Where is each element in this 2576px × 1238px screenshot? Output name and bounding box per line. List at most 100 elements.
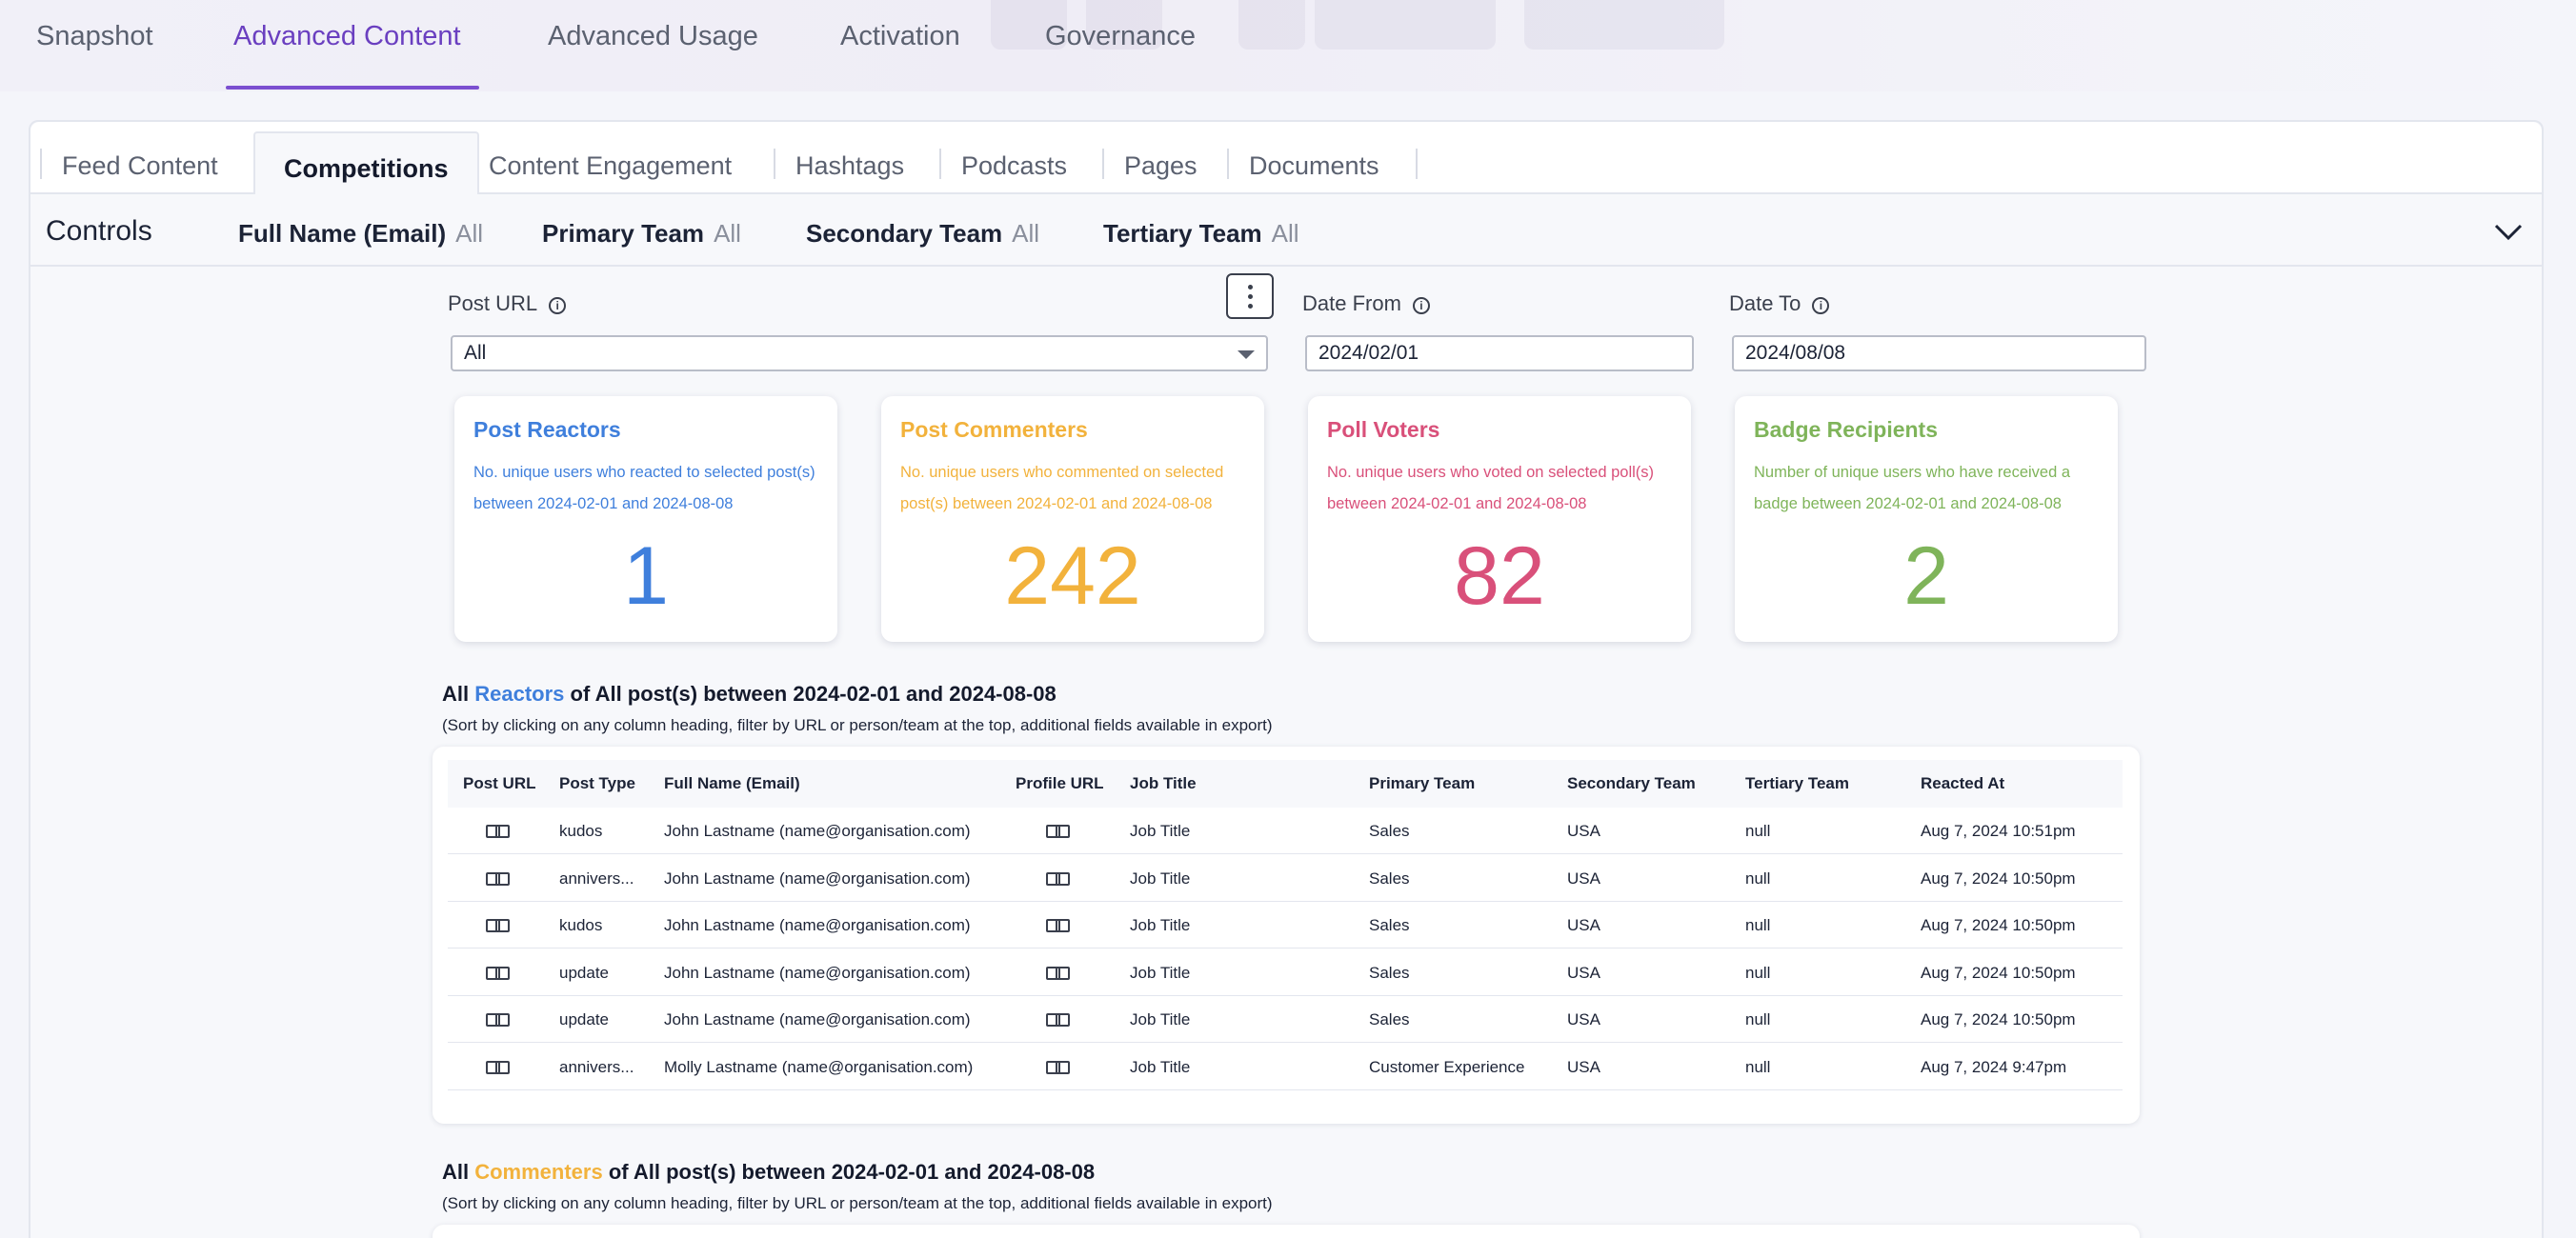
tab-divider [1227, 149, 1229, 179]
profile-link-icon[interactable] [1046, 966, 1070, 980]
subtab-competitions[interactable]: Competitions [253, 131, 479, 196]
subtab-feed-content[interactable]: Feed Content [62, 151, 218, 180]
post-url-select[interactable]: All [451, 335, 1268, 371]
commenters-section-subtitle: (Sort by clicking on any column heading,… [442, 1194, 1273, 1212]
control-tertiary-team[interactable]: Tertiary Team All [1103, 219, 1299, 249]
cell-full-name: Molly Lastname (name@organisation.com) [664, 1057, 974, 1076]
cell-secondary-team: USA [1567, 1010, 1600, 1028]
column-header-post-url[interactable]: Post URL [463, 774, 536, 792]
cell-job-title: Job Title [1130, 963, 1191, 982]
banner-decoration [1086, 0, 1162, 50]
control-secondary-team[interactable]: Secondary Team All [806, 219, 1039, 249]
post-link-icon[interactable] [486, 966, 510, 980]
reactors-table: Post URL Post Type Full Name (Email) Pro… [433, 747, 2140, 1124]
controls-title: Controls [46, 215, 152, 247]
sub-tabs: Feed Content Competitions Content Engage… [30, 122, 2542, 196]
control-primary-team[interactable]: Primary Team All [542, 219, 741, 249]
subtab-content-engagement[interactable]: Content Engagement [489, 151, 733, 180]
cell-job-title: Job Title [1130, 869, 1191, 888]
cell-primary-team: Sales [1369, 963, 1410, 982]
post-link-icon[interactable] [486, 1060, 510, 1074]
tab-divider [774, 149, 775, 179]
column-header-primary-team[interactable]: Primary Team [1369, 774, 1476, 792]
column-header-profile-url[interactable]: Profile URL [1016, 774, 1104, 792]
nav-tab-activation[interactable]: Activation [840, 21, 960, 51]
control-value: All [1012, 219, 1040, 248]
post-link-icon[interactable] [486, 1013, 510, 1027]
card-badge-recipients: Badge Recipients Number of unique users … [1735, 396, 2118, 642]
profile-link-icon[interactable] [1046, 919, 1070, 932]
control-full-name[interactable]: Full Name (Email) All [238, 219, 483, 249]
subtab-hashtags[interactable]: Hashtags [795, 151, 905, 180]
column-header-reacted-at[interactable]: Reacted At [1921, 774, 2005, 792]
post-url-label: Post URL i [448, 291, 567, 316]
column-header-post-type[interactable]: Post Type [559, 774, 635, 792]
profile-link-icon[interactable] [1046, 1013, 1070, 1027]
tab-divider [1416, 149, 1418, 179]
chevron-down-icon[interactable] [2492, 215, 2525, 248]
subtab-pages[interactable]: Pages [1124, 151, 1197, 180]
date-to-label: Date To i [1729, 291, 1830, 316]
card-title: Badge Recipients [1754, 417, 1938, 442]
cell-full-name: John Lastname (name@organisation.com) [664, 963, 971, 982]
cell-primary-team: Sales [1369, 916, 1410, 934]
cell-full-name: John Lastname (name@organisation.com) [664, 869, 971, 888]
cell-post-type: kudos [559, 916, 603, 934]
subtab-podcasts[interactable]: Podcasts [961, 151, 1068, 180]
card-value: 1 [623, 530, 669, 622]
banner-decoration [991, 0, 1067, 50]
control-value: All [1271, 219, 1299, 248]
card-value: 242 [1004, 530, 1141, 622]
card-post-commenters: Post Commenters No. unique users who com… [881, 396, 1264, 642]
info-icon[interactable]: i [549, 297, 567, 314]
cell-job-title: Job Title [1130, 822, 1191, 840]
table-row: annivers... Molly Lastname (name@organisa… [448, 1044, 2123, 1090]
cell-post-type: update [559, 963, 609, 982]
card-description: No. unique users who voted on selected p… [1327, 464, 1655, 512]
nav-tab-governance[interactable]: Governance [1045, 21, 1196, 51]
info-icon[interactable]: i [1412, 297, 1430, 314]
cell-job-title: Job Title [1130, 1057, 1191, 1076]
cell-primary-team: Sales [1369, 822, 1410, 840]
column-header-job-title[interactable]: Job Title [1130, 774, 1197, 792]
profile-link-icon[interactable] [1046, 825, 1070, 838]
cell-reacted-at: Aug 7, 2024 10:50pm [1921, 1010, 2076, 1028]
table-row: kudos John Lastname (name@organisation.co… [448, 808, 2123, 854]
post-link-icon[interactable] [486, 825, 510, 838]
control-value: All [714, 219, 741, 248]
profile-link-icon[interactable] [1046, 871, 1070, 886]
cell-primary-team: Sales [1369, 869, 1410, 888]
cell-post-type: update [559, 1010, 609, 1028]
cell-tertiary-team: null [1745, 1057, 1771, 1076]
info-icon[interactable]: i [1812, 297, 1830, 314]
nav-tab-snapshot[interactable]: Snapshot [36, 21, 153, 51]
cell-secondary-team: USA [1567, 916, 1600, 934]
column-header-full-name[interactable]: Full Name (Email) [664, 774, 800, 792]
date-to-input[interactable]: 2024/08/08 [1732, 335, 2146, 371]
cell-job-title: Job Title [1130, 1010, 1191, 1028]
controls-bar: Controls Full Name (Email) All Primary Te… [30, 194, 2542, 267]
control-label: Secondary Team [806, 219, 1003, 248]
post-url-value: All [464, 342, 487, 364]
cell-post-type: kudos [559, 822, 603, 840]
profile-link-icon[interactable] [1046, 1060, 1070, 1074]
cell-tertiary-team: null [1745, 869, 1771, 888]
nav-tab-advanced-content[interactable]: Advanced Content [233, 21, 461, 51]
post-link-icon[interactable] [486, 871, 510, 886]
nav-tab-advanced-usage[interactable]: Advanced Usage [548, 21, 758, 51]
subtab-documents[interactable]: Documents [1249, 151, 1379, 180]
column-header-secondary-team[interactable]: Secondary Team [1567, 774, 1696, 792]
column-header-tertiary-team[interactable]: Tertiary Team [1745, 774, 1849, 792]
cell-secondary-team: USA [1567, 869, 1600, 888]
card-poll-voters: Poll Voters No. unique users who voted o… [1308, 396, 1691, 642]
more-options-icon[interactable] [1226, 273, 1274, 319]
cell-post-type: annivers... [559, 869, 634, 888]
control-label: Primary Team [542, 219, 705, 248]
top-navigation: Snapshot Advanced Content Advanced Usage… [0, 0, 2576, 91]
cell-reacted-at: Aug 7, 2024 10:50pm [1921, 916, 2076, 934]
post-link-icon[interactable] [486, 919, 510, 932]
tab-divider [1102, 149, 1104, 179]
banner-decoration [1524, 0, 1724, 50]
date-from-input[interactable]: 2024/02/01 [1305, 335, 1694, 371]
cell-tertiary-team: null [1745, 822, 1771, 840]
